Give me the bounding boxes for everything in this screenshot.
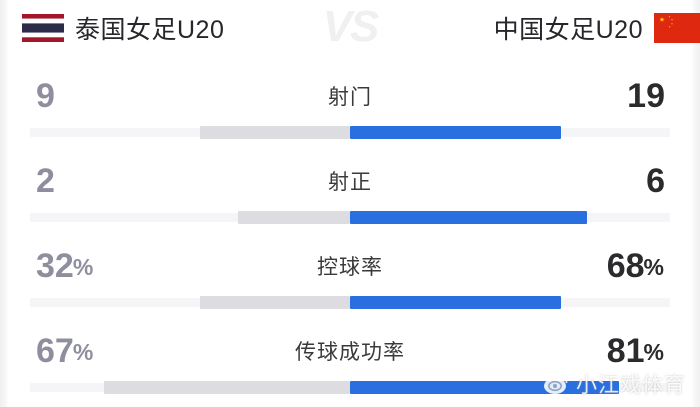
stat-label: 控球率 — [317, 256, 383, 279]
match-header: VS 泰国女足U20 中国女足U20 — [0, 0, 700, 56]
stat-label: 射正 — [328, 171, 372, 194]
stat-values: 2 射正 6 — [0, 157, 700, 205]
stat-row: 2 射正 6 — [0, 157, 700, 242]
home-bar-fill — [238, 211, 350, 224]
home-stat-value: 2 — [36, 162, 55, 200]
away-stat-value: 81% — [606, 332, 664, 370]
away-bar-fill — [350, 126, 562, 139]
away-stat-value: 68% — [606, 247, 664, 285]
stats-list: 9 射门 19 2 射正 6 — [0, 56, 700, 407]
stat-bar — [30, 211, 670, 224]
home-bar-fill — [103, 381, 350, 394]
home-bar-fill — [199, 296, 350, 309]
away-bar-fill — [350, 381, 619, 394]
home-bar-fill — [199, 126, 350, 139]
home-team-name: 泰国女足U20 — [75, 16, 225, 44]
home-stat-value: 32% — [36, 247, 94, 285]
stat-row: 9 射门 19 — [0, 72, 700, 157]
home-stat-value: 9 — [36, 77, 55, 115]
stat-label: 射门 — [328, 86, 372, 109]
home-stat-value: 67% — [36, 332, 94, 370]
stat-bar — [30, 296, 670, 309]
china-flag-icon — [654, 13, 700, 43]
away-team: 中国女足U20 — [494, 0, 700, 56]
away-bar-fill — [350, 296, 562, 309]
stat-values: 67% 传球成功率 81% — [0, 327, 700, 375]
stat-values: 9 射门 19 — [0, 72, 700, 120]
away-bar-fill — [350, 211, 587, 224]
away-team-name: 中国女足U20 — [493, 16, 643, 44]
stat-values: 32% 控球率 68% — [0, 242, 700, 290]
thailand-flag-icon — [22, 14, 64, 42]
away-stat-value: 6 — [646, 162, 665, 200]
stat-bar — [30, 381, 670, 394]
away-stat-value: 19 — [627, 77, 665, 115]
home-team: 泰国女足U20 — [22, 10, 224, 46]
stat-bar — [30, 126, 670, 139]
stat-label: 传球成功率 — [295, 341, 405, 364]
stat-row: 32% 控球率 68% — [0, 242, 700, 327]
stat-row: 67% 传球成功率 81% — [0, 327, 700, 407]
